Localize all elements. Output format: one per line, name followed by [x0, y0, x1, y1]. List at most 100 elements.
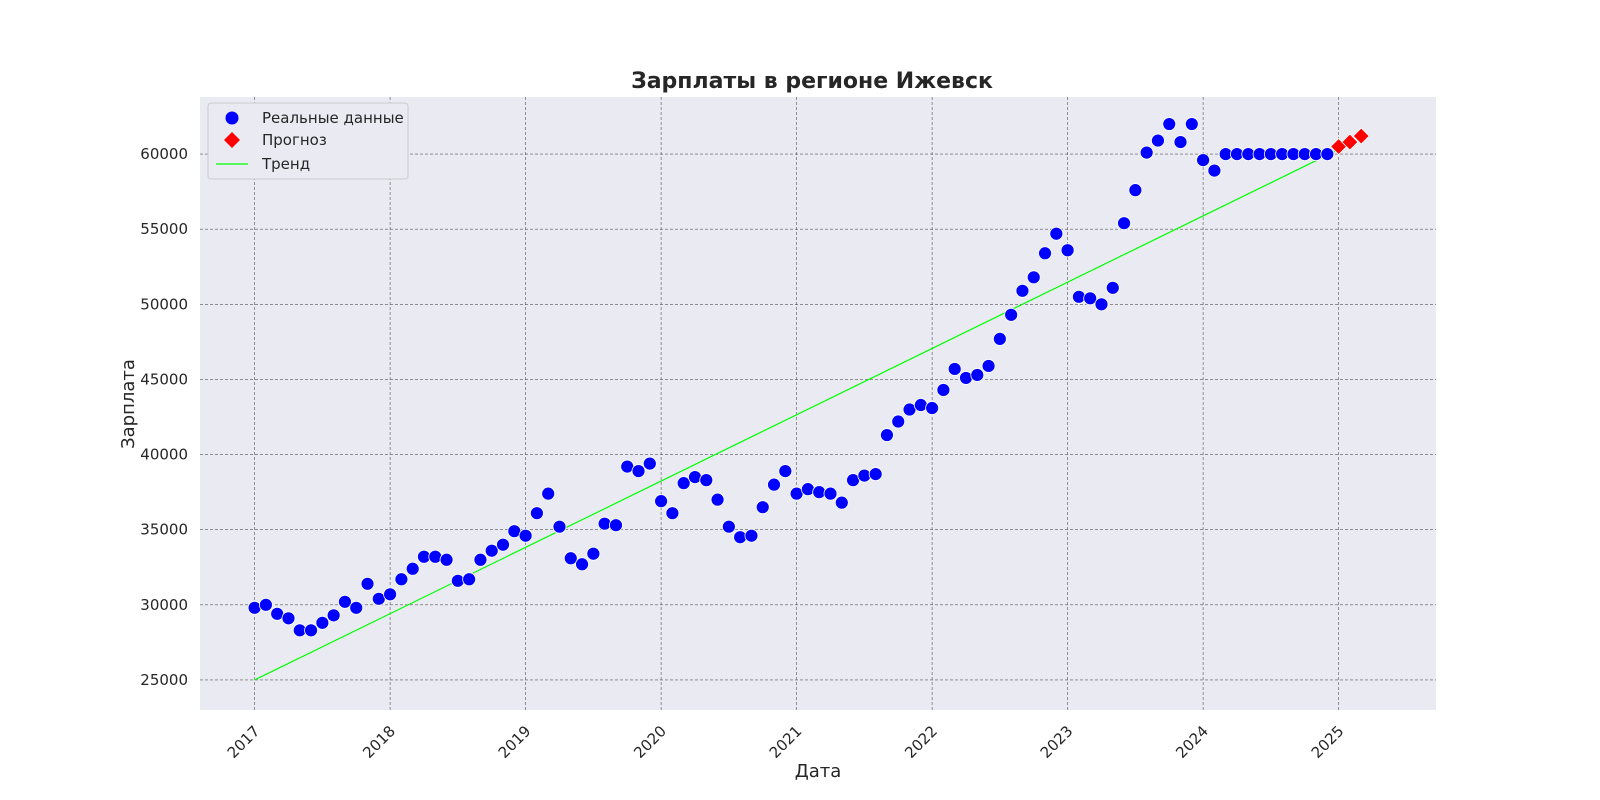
data-point: [665, 506, 680, 521]
forecast-points: [1330, 127, 1370, 156]
x-tick-label: 2022: [901, 722, 941, 762]
data-point: [1128, 183, 1143, 198]
data-point: [992, 331, 1007, 346]
data-point: [1184, 117, 1199, 131]
data-point: [857, 468, 872, 483]
x-tick-label: 2023: [1037, 722, 1077, 762]
data-point: [710, 492, 725, 507]
data-point: [1060, 243, 1075, 258]
data-point: [473, 552, 488, 567]
data-point: [518, 528, 533, 543]
data-point: [744, 528, 759, 543]
data-point: [349, 600, 364, 615]
data-point: [1049, 226, 1064, 241]
data-point: [880, 428, 894, 442]
data-point: [1015, 283, 1030, 298]
data-point: [1094, 297, 1109, 312]
data-point: [834, 495, 849, 510]
data-point: [1038, 246, 1052, 261]
x-tick-label: 2017: [224, 722, 264, 762]
data-point: [405, 561, 420, 576]
data-point: [913, 398, 928, 412]
legend-trend-label: Тренд: [261, 155, 310, 173]
data-point: [360, 576, 375, 591]
data-point: [631, 464, 646, 479]
legend-real-marker: [225, 111, 239, 125]
data-point: [891, 414, 906, 429]
data-point: [597, 516, 612, 531]
y-tick-label: 50000: [140, 295, 188, 313]
x-tick-label: 2020: [630, 722, 670, 762]
data-point: [1173, 135, 1188, 149]
x-axis-label: Дата: [795, 761, 842, 782]
data-point: [800, 482, 815, 497]
data-point: [733, 530, 748, 545]
y-axis-ticks: 25000 30000 35000 40000 45000 50000 55000 60000: [140, 145, 188, 689]
data-point: [529, 506, 544, 521]
data-point: [541, 486, 556, 501]
legend: Реальные данные Прогноз Тренд: [207, 102, 409, 180]
data-point: [1207, 163, 1222, 178]
data-point: [383, 587, 398, 602]
legend-forecast-label: Прогноз: [262, 131, 327, 149]
y-tick-label: 40000: [140, 446, 188, 464]
data-point: [1196, 153, 1211, 168]
plot-area: [200, 97, 1436, 710]
x-tick-label: 2024: [1172, 722, 1212, 762]
data-point: [281, 611, 296, 626]
data-point: [462, 572, 477, 587]
data-point: [563, 551, 578, 566]
data-point: [247, 600, 262, 615]
data-point: [1026, 270, 1041, 285]
data-point: [699, 473, 714, 488]
data-point: [586, 546, 601, 561]
data-point: [925, 401, 940, 415]
y-tick-label: 60000: [140, 145, 188, 163]
legend-forecast-marker: [224, 132, 240, 148]
data-point: [1105, 280, 1120, 295]
data-point: [609, 518, 623, 533]
data-point: [959, 371, 973, 385]
data-point: [439, 552, 454, 567]
legend-real-label: Реальные данные: [262, 109, 404, 127]
data-point: [258, 597, 273, 612]
data-point: [767, 477, 781, 492]
data-point: [450, 573, 465, 588]
chart-title: Зарплаты в регионе Ижевск: [631, 69, 993, 94]
data-point: [552, 519, 567, 534]
data-point: [1162, 117, 1177, 131]
data-point: [484, 543, 499, 558]
data-point: [947, 362, 962, 376]
data-point: [721, 519, 736, 534]
forecast-point: [1352, 127, 1370, 145]
data-point: [326, 608, 341, 623]
y-tick-label: 25000: [140, 671, 188, 689]
y-axis-label: Зарплата: [118, 359, 139, 449]
data-point: [936, 383, 951, 397]
data-point: [428, 549, 443, 564]
data-point: [868, 467, 883, 482]
data-point: [981, 359, 996, 373]
y-tick-label: 45000: [140, 370, 188, 388]
data-point: [1004, 307, 1019, 322]
data-point: [755, 500, 770, 515]
data-point: [1320, 147, 1335, 161]
data-point: [688, 470, 702, 485]
data-point: [1139, 145, 1154, 160]
data-point: [575, 557, 589, 572]
data-point: [812, 485, 827, 500]
data-point: [676, 476, 691, 491]
forecast-point: [1341, 133, 1359, 151]
x-tick-label: 2019: [495, 722, 535, 762]
data-point: [1072, 289, 1086, 304]
y-tick-label: 35000: [140, 521, 188, 539]
data-point: [315, 615, 330, 630]
data-point: [304, 623, 318, 638]
data-point: [654, 494, 669, 509]
y-tick-label: 55000: [140, 220, 188, 238]
data-point: [823, 486, 838, 501]
data-point: [970, 368, 985, 382]
y-tick-label: 30000: [140, 596, 188, 614]
data-point: [394, 572, 409, 587]
